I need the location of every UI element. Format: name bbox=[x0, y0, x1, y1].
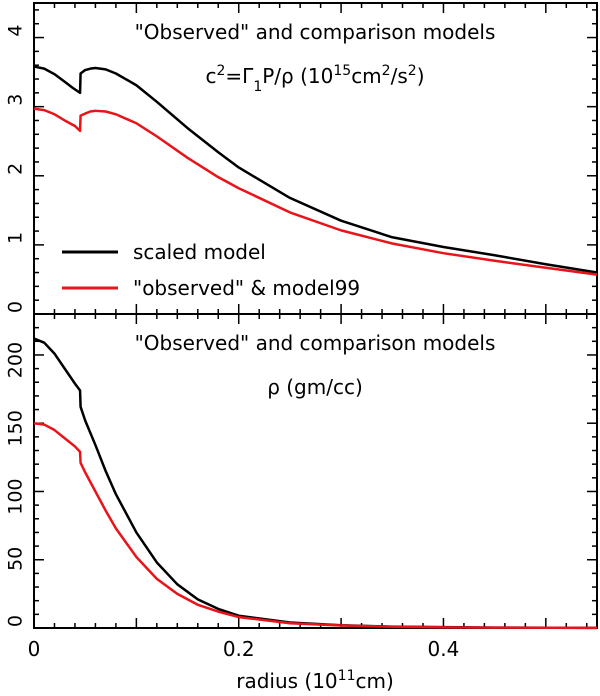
top-ytick-label: 1 bbox=[5, 232, 27, 244]
bottom-title-line2: ρ (gm/cc) bbox=[267, 375, 363, 399]
bottom-ytick-label: 0 bbox=[5, 615, 27, 627]
top-title-line1: "Observed" and comparison models bbox=[135, 20, 496, 44]
bottom-panel: 0 50 100 150 200 0 0.2 0.4 "Observed" and compa… bbox=[5, 313, 598, 693]
top-plot-frame bbox=[33, 2, 598, 315]
xtick-label: 0 bbox=[28, 637, 41, 661]
top-series-observed-model99 bbox=[33, 107, 598, 276]
top-ytick-label: 2 bbox=[5, 163, 27, 175]
bottom-ytick-label: 50 bbox=[5, 547, 27, 571]
bottom-plot-frame bbox=[33, 313, 598, 629]
top-series-scaled-model bbox=[33, 65, 598, 274]
bottom-ytick-label: 150 bbox=[5, 410, 27, 446]
top-panel: 0 1 2 3 4 "Observed" and comparison models c… bbox=[5, 2, 598, 315]
bottom-ytick-label: 200 bbox=[5, 342, 27, 378]
top-ytick-label: 4 bbox=[5, 25, 27, 37]
bottom-series-observed-model99 bbox=[33, 421, 598, 630]
legend-label-scaled-model: scaled model bbox=[133, 240, 266, 264]
legend-label-observed-model99: "observed" & model99 bbox=[133, 276, 360, 300]
top-ytick-label: 0 bbox=[5, 301, 27, 313]
bottom-title-line1: "Observed" and comparison models bbox=[135, 331, 496, 355]
x-axis-label: radius (1011cm) bbox=[236, 668, 394, 693]
bottom-ytick-label: 100 bbox=[5, 478, 27, 514]
xtick-label: 0.4 bbox=[428, 637, 460, 661]
top-title-line2: c2=Γ1P/ρ (1015cm2/s2) bbox=[206, 63, 425, 95]
legend: scaled model "observed" & model99 bbox=[62, 240, 360, 300]
xtick-label: 0.2 bbox=[223, 637, 255, 661]
top-ytick-label: 3 bbox=[5, 94, 27, 106]
